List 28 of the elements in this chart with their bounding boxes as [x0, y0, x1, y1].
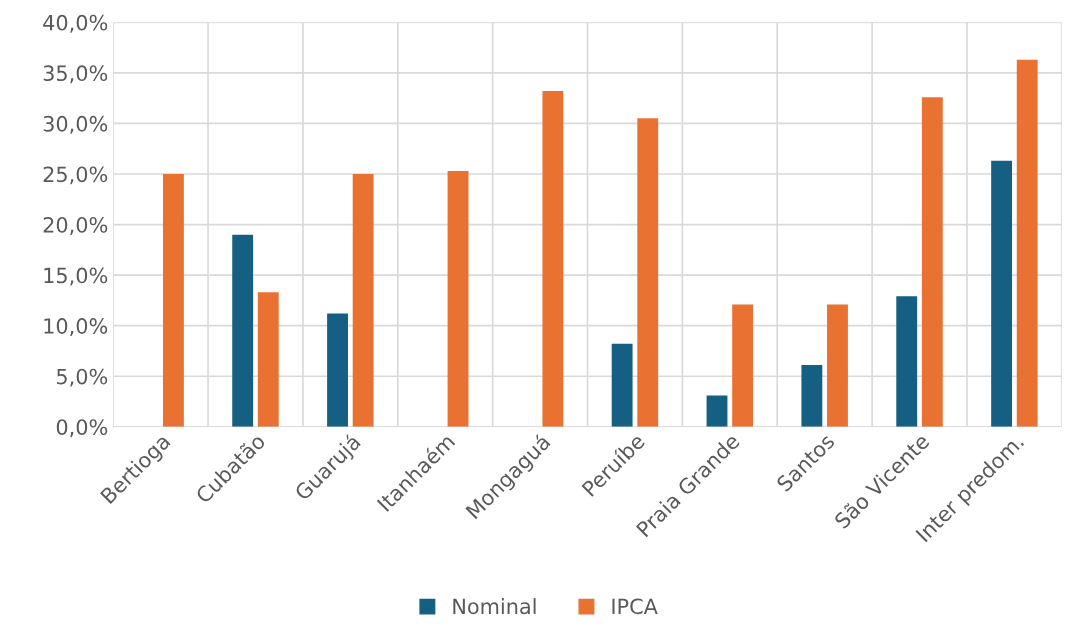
bar	[706, 395, 728, 427]
y-tick-label: 30,0%	[43, 115, 108, 134]
bar	[637, 118, 659, 427]
bar	[611, 343, 633, 427]
bar	[991, 160, 1013, 427]
y-tick-label: 25,0%	[43, 166, 108, 185]
bar	[162, 173, 184, 427]
bar	[732, 304, 754, 427]
bar	[327, 313, 348, 427]
bar	[896, 296, 918, 427]
y-tick-label: 0,0%	[56, 419, 108, 438]
y-tick-label: 35,0%	[43, 65, 108, 84]
bar	[827, 304, 848, 427]
bar	[801, 365, 823, 427]
y-tick-label: 15,0%	[44, 267, 108, 286]
legend-label: Nominal	[453, 598, 536, 615]
bar	[1016, 59, 1038, 427]
y-tick-label: 40,0%	[43, 14, 108, 33]
bar	[447, 170, 469, 427]
bar	[542, 91, 564, 427]
y-tick-label: 10,0%	[44, 318, 108, 336]
bar	[921, 97, 943, 427]
legend-label: IPCA	[612, 598, 658, 615]
bar	[232, 234, 254, 427]
y-tick-label: 5,0%	[57, 368, 108, 387]
bar	[257, 292, 279, 427]
y-tick-label: 20,0%	[43, 217, 108, 235]
bar	[352, 173, 374, 427]
